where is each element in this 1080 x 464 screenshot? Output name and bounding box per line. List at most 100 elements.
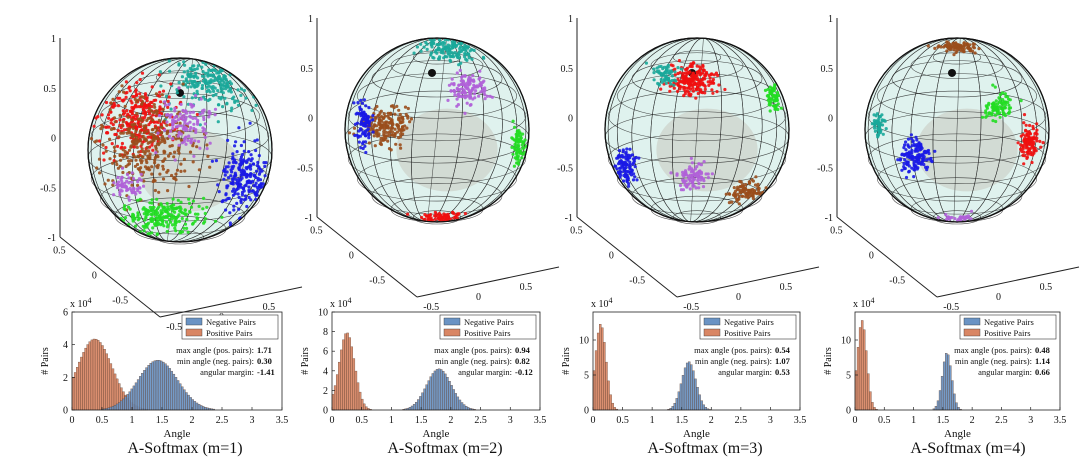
cluster-point-purple [944,212,948,217]
cluster-point-red [1030,140,1034,144]
cluster-point-green [162,224,166,228]
cluster-point-blue [622,169,626,173]
cluster-point-red [1029,146,1033,150]
cluster-point-teal [201,70,205,74]
x-tick-label: 0.5 [1040,282,1053,293]
cluster-point-red [116,96,120,100]
cluster-point-brown [962,47,966,51]
x-tick-label: 3 [1028,415,1033,426]
cluster-point-teal [459,61,463,65]
caption-m3: A-Softmax (m=3) [647,440,763,457]
cluster-point-green [996,108,1000,112]
cluster-point-red [701,64,705,69]
bar-negative-pairs [696,387,699,411]
cluster-point-purple [173,158,177,162]
cluster-point-brown [953,44,957,49]
cluster-point-teal [236,103,241,107]
cluster-point-brown [379,139,383,143]
cluster-point-purple [177,143,181,147]
cluster-point-green [167,207,171,211]
cluster-point-teal [674,79,678,83]
x-tick-label: -0.5 [423,302,439,313]
cluster-point-red [158,105,162,109]
cluster-point-brown [133,97,137,101]
cluster-point-teal [661,67,665,71]
cluster-point-blue [920,153,924,157]
cluster-point-purple [478,69,482,73]
cluster-point-purple [188,102,192,106]
cluster-point-teal [177,63,181,67]
legend-swatch [703,328,721,337]
cluster-point-purple [483,93,487,97]
cluster-point-red [104,145,108,150]
cluster-point-brown [170,173,174,178]
z-tick-label: -0.5 [557,163,573,174]
latitude-line [412,210,462,225]
cluster-point-teal [210,68,214,73]
cluster-point-brown [157,118,161,122]
cluster-point-green [165,229,169,234]
x-tick-label: 3 [768,415,773,426]
cluster-point-teal [200,65,204,69]
cluster-point-brown [401,125,405,129]
cluster-point-teal [164,94,169,98]
cluster-point-blue [216,183,220,187]
bar-negative-pairs [166,365,169,411]
bar-positive-pairs [111,368,115,411]
cluster-point-purple [120,175,124,179]
cluster-point-brown [371,127,375,131]
cluster-point-teal [676,66,680,70]
cluster-point-blue [902,167,906,171]
cluster-point-brown [113,149,117,153]
cluster-point-purple [477,94,481,98]
cluster-point-blue [913,144,917,148]
cluster-point-brown [143,165,148,169]
cluster-point-blue [360,117,364,121]
stat-value: 0.82 [515,356,530,366]
cluster-point-purple [134,192,138,196]
cluster-point-brown [101,125,105,129]
bar-negative-pairs [197,404,201,411]
cluster-point-blue [231,177,235,181]
bar-negative-pairs [452,389,455,411]
cluster-point-brown [142,127,146,131]
x-tick-label: 0.5 [263,302,276,313]
cluster-point-blue [907,145,912,149]
cluster-point-green [156,223,160,227]
cluster-point-blue [914,165,918,169]
cluster-point-red [141,107,145,111]
cluster-point-red [437,212,441,216]
cluster-point-red [1019,134,1023,138]
legend-swatch [185,328,203,337]
cluster-point-blue [366,127,370,131]
cluster-point-purple [948,217,952,221]
cluster-point-teal [216,78,220,82]
cluster-point-brown [149,140,153,144]
cluster-point-green [136,198,140,202]
bar-negative-pairs [113,404,117,411]
cluster-point-red [138,78,142,82]
cluster-point-green [770,87,774,91]
cluster-point-teal [876,135,880,139]
cluster-point-green [521,146,525,150]
cluster-point-purple [183,110,187,114]
y-tick-label: 8 [323,327,328,338]
cluster-point-blue [900,168,904,172]
cluster-point-green [980,115,985,119]
bar-negative-pairs [427,380,430,411]
bar-negative-pairs [942,361,946,411]
cluster-point-brown [145,160,149,165]
bar-positive-pairs [103,349,106,411]
plot-frame [592,311,801,411]
cluster-point-blue [922,162,926,167]
cluster-point-brown [113,120,117,124]
cluster-point-brown [926,44,930,48]
x-tick-label: 1 [650,415,655,426]
cluster-point-brown [383,138,387,142]
bar-negative-pairs [408,407,412,411]
cluster-point-brown [118,153,122,158]
cluster-point-teal [200,83,205,88]
cluster-point-red [710,72,714,76]
cluster-point-green [131,219,135,223]
cluster-point-red [659,87,663,91]
